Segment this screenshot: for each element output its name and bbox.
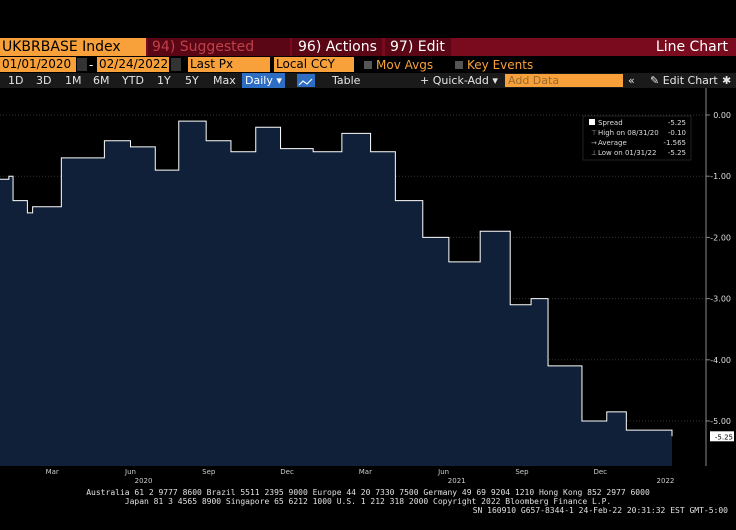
frequency-select[interactable]: Daily ▾ xyxy=(242,73,285,88)
footer-serial: SN 160910 G657-8344-1 24-Feb-22 20:31:32… xyxy=(472,506,728,515)
x-tick-label: Mar xyxy=(359,468,372,476)
date-separator: - xyxy=(89,58,94,72)
x-year-label: 2021 xyxy=(448,477,466,485)
mov-avgs-checkbox[interactable] xyxy=(364,61,372,69)
start-date-input[interactable]: 01/01/2020 xyxy=(0,57,76,72)
period-5y[interactable]: 5Y xyxy=(185,74,199,87)
legend-high-value: -0.10 xyxy=(668,129,686,137)
footer-contacts-2: Japan 81 3 4565 8900 Singapore 65 6212 1… xyxy=(124,497,612,506)
legend-average-marker: → xyxy=(591,139,597,147)
x-tick-label: Jun xyxy=(437,468,449,476)
legend-high-marker: ⊤ xyxy=(591,129,597,137)
page-title: Line Chart xyxy=(655,39,728,55)
y-tick-label: -4.00 xyxy=(710,356,731,365)
legend-low-label: Low on 01/31/22 xyxy=(598,149,656,157)
x-year-label: 2022 xyxy=(657,477,675,485)
legend: Spread -5.25 ⊤ High on 08/31/20 -0.10 → … xyxy=(582,115,692,161)
x-tick-label: Dec xyxy=(280,468,294,476)
edit-menu[interactable]: 97) Edit ▾ xyxy=(385,38,451,73)
period-bar xyxy=(0,73,736,88)
period-1y[interactable]: 1Y xyxy=(157,74,171,87)
y-tick-label: -1.00 xyxy=(710,172,731,181)
legend-high-label: High on 08/31/20 xyxy=(598,129,659,137)
calendar-icon[interactable] xyxy=(171,58,181,71)
actions-menu[interactable]: 96) Actions ▾ xyxy=(292,38,382,73)
period-max[interactable]: Max xyxy=(213,74,236,87)
last-value-label: -5.25 xyxy=(715,433,733,441)
ticker-field[interactable]: UKBRBASE Index xyxy=(0,38,146,56)
legend-average-value: -1.565 xyxy=(663,139,686,147)
legend-low-marker: ⊥ xyxy=(591,149,597,157)
y-tick-label: -3.00 xyxy=(710,295,731,304)
line-chart-icon[interactable] xyxy=(297,74,315,87)
currency-select[interactable]: Local CCY xyxy=(274,57,354,72)
table-button[interactable]: Table xyxy=(332,74,361,87)
y-tick-label: 0.00 xyxy=(713,111,731,120)
x-tick-label: Sep xyxy=(202,468,216,476)
key-events-label[interactable]: Key Events xyxy=(467,58,534,72)
settings-icon[interactable]: ✱ xyxy=(722,74,732,87)
last-value-badge xyxy=(710,431,734,442)
y-tick-label: -5.00 xyxy=(710,417,731,426)
period-3d[interactable]: 3D xyxy=(36,74,52,87)
x-tick-label: Mar xyxy=(46,468,59,476)
x-tick-label: Dec xyxy=(593,468,607,476)
legend-low-value: -5.25 xyxy=(668,149,686,157)
spread-area xyxy=(0,121,672,466)
edit-chart-button[interactable]: ✎ Edit Chart xyxy=(650,74,718,87)
key-events-checkbox[interactable] xyxy=(455,61,463,69)
period-1d[interactable]: 1D xyxy=(8,74,24,87)
spread-swatch xyxy=(589,119,595,125)
spread-line xyxy=(0,120,673,437)
footer-contacts-1: Australia 61 2 9777 8600 Brazil 5511 239… xyxy=(86,488,650,497)
collapse-icon[interactable]: « xyxy=(628,74,635,87)
legend-spread-label: Spread xyxy=(598,119,623,127)
legend-average-label: Average xyxy=(598,139,627,147)
x-tick-label: Jun xyxy=(124,468,136,476)
price-field-select[interactable]: Last Px xyxy=(188,57,270,72)
mov-avgs-label[interactable]: Mov Avgs xyxy=(376,58,434,72)
period-6m[interactable]: 6M xyxy=(93,74,110,87)
line-chart: 0.00 -1.00 -2.00 -3.00 -4.00 -5.00 Mar Jun Sep D… xyxy=(0,88,736,530)
legend-spread-value: -5.25 xyxy=(668,119,686,127)
calendar-icon[interactable] xyxy=(77,58,87,71)
quick-add-button[interactable]: + Quick-Add ▾ xyxy=(420,74,498,87)
y-tick-label: -2.00 xyxy=(710,233,731,242)
x-year-label: 2020 xyxy=(135,477,153,485)
suggested-charts-button[interactable]: 94) Suggested Charts xyxy=(148,38,290,73)
period-1m[interactable]: 1M xyxy=(65,74,82,87)
add-data-input[interactable]: Add Data xyxy=(505,74,623,87)
end-date-input[interactable]: 02/24/2022 xyxy=(97,57,169,72)
x-tick-label: Sep xyxy=(515,468,529,476)
period-ytd[interactable]: YTD xyxy=(122,74,144,87)
